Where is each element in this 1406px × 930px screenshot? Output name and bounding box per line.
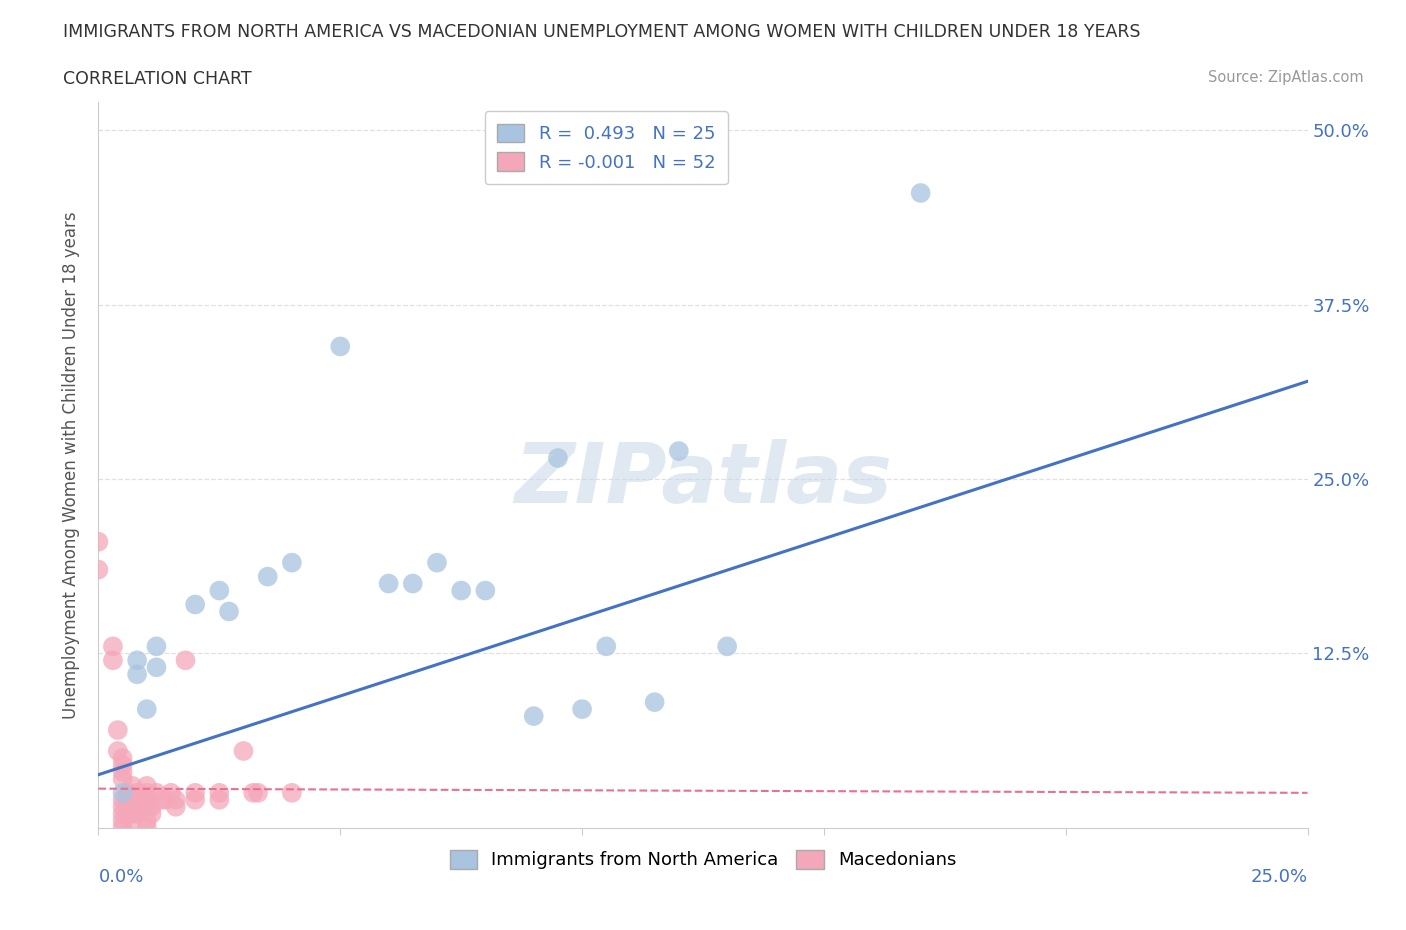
Point — [644, 695, 666, 710]
Point — [135, 785, 157, 800]
Point — [450, 583, 472, 598]
Point — [523, 709, 546, 724]
Point — [208, 792, 231, 807]
Point — [107, 744, 129, 759]
Point — [131, 792, 153, 807]
Point — [135, 701, 157, 716]
Point — [145, 639, 167, 654]
Point — [242, 785, 264, 800]
Point — [127, 785, 149, 800]
Point — [165, 800, 187, 815]
Point — [127, 792, 149, 807]
Point — [402, 577, 425, 591]
Point — [150, 792, 173, 807]
Text: Source: ZipAtlas.com: Source: ZipAtlas.com — [1208, 70, 1364, 85]
Point — [117, 785, 139, 800]
Point — [111, 813, 134, 829]
Text: 0.0%: 0.0% — [98, 868, 143, 885]
Point — [101, 639, 124, 654]
Point — [111, 751, 134, 765]
Point — [160, 785, 183, 800]
Point — [141, 800, 163, 815]
Point — [121, 806, 143, 821]
Point — [127, 806, 149, 821]
Point — [135, 820, 157, 835]
Point — [668, 444, 690, 458]
Point — [184, 597, 207, 612]
Point — [716, 639, 738, 654]
Point — [595, 639, 617, 654]
Point — [474, 583, 496, 598]
Point — [571, 701, 593, 716]
Text: ZIPatlas: ZIPatlas — [515, 439, 891, 520]
Point — [111, 764, 134, 779]
Y-axis label: Unemployment Among Women with Children Under 18 years: Unemployment Among Women with Children U… — [62, 211, 80, 719]
Point — [135, 792, 157, 807]
Point — [111, 757, 134, 772]
Point — [329, 339, 352, 354]
Legend: Immigrants from North America, Macedonians: Immigrants from North America, Macedonia… — [443, 843, 963, 877]
Point — [135, 778, 157, 793]
Text: CORRELATION CHART: CORRELATION CHART — [63, 70, 252, 87]
Point — [218, 604, 240, 619]
Point — [111, 792, 134, 807]
Point — [165, 792, 187, 807]
Point — [131, 800, 153, 815]
Point — [135, 813, 157, 829]
Point — [256, 569, 278, 584]
Point — [111, 772, 134, 787]
Text: 25.0%: 25.0% — [1250, 868, 1308, 885]
Point — [121, 813, 143, 829]
Point — [174, 653, 197, 668]
Point — [121, 778, 143, 793]
Point — [247, 785, 270, 800]
Point — [107, 723, 129, 737]
Point — [135, 800, 157, 815]
Point — [121, 800, 143, 815]
Point — [111, 800, 134, 815]
Point — [145, 660, 167, 675]
Point — [101, 653, 124, 668]
Point — [232, 744, 254, 759]
Point — [111, 820, 134, 835]
Point — [111, 806, 134, 821]
Point — [208, 785, 231, 800]
Point — [547, 451, 569, 466]
Point — [121, 792, 143, 807]
Point — [127, 653, 149, 668]
Point — [117, 792, 139, 807]
Point — [910, 186, 932, 201]
Point — [281, 555, 304, 570]
Point — [145, 785, 167, 800]
Point — [111, 785, 134, 800]
Point — [155, 792, 177, 807]
Point — [117, 806, 139, 821]
Text: IMMIGRANTS FROM NORTH AMERICA VS MACEDONIAN UNEMPLOYMENT AMONG WOMEN WITH CHILDR: IMMIGRANTS FROM NORTH AMERICA VS MACEDON… — [63, 23, 1140, 41]
Point — [281, 785, 304, 800]
Point — [426, 555, 449, 570]
Point — [127, 667, 149, 682]
Point — [184, 792, 207, 807]
Point — [117, 800, 139, 815]
Point — [377, 577, 399, 591]
Point — [87, 562, 110, 577]
Point — [141, 806, 163, 821]
Point — [87, 534, 110, 549]
Point — [184, 785, 207, 800]
Point — [208, 583, 231, 598]
